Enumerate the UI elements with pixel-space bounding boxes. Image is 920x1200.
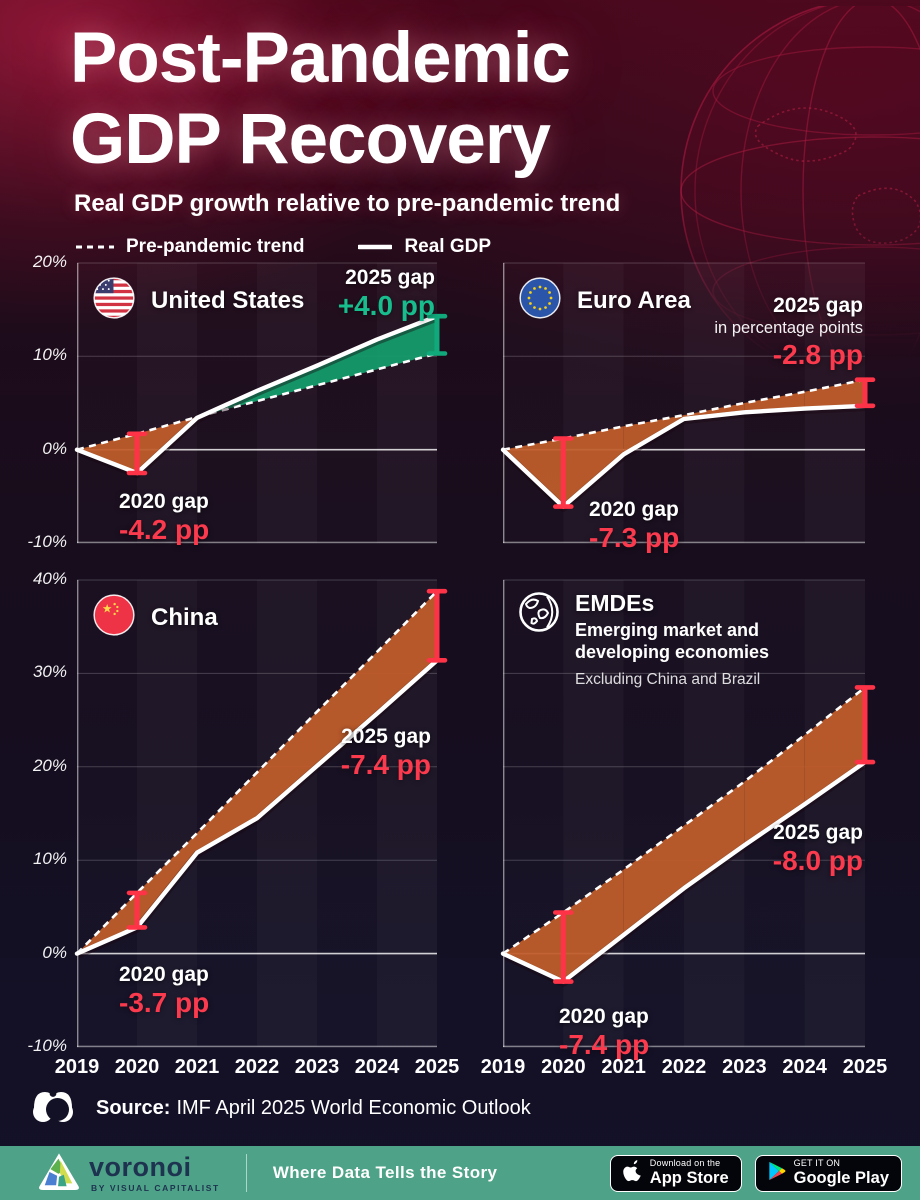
app-store-badge[interactable]: Download on the App Store [609, 1154, 742, 1192]
x-tick-label: 2023 [294, 1056, 340, 1078]
footer-tagline: Where Data Tells the Story [272, 1163, 498, 1182]
us-flag-icon [93, 277, 135, 324]
y-tick-label: 10% [32, 849, 67, 869]
x-tick-label: 2019 [54, 1056, 100, 1078]
emdes-gap-2020-annotation: 2020 gap -7.4 pp [559, 1005, 650, 1060]
legend-trend-label: Pre-pandemic trend [126, 236, 305, 257]
china-gap-2020-annotation: 2020 gap -3.7 pp [119, 963, 210, 1018]
page-subtitle: Real GDP growth relative to pre-pandemic… [74, 190, 621, 217]
us-chart-header: United States [93, 277, 304, 324]
y-tick-label: 20% [32, 252, 67, 271]
y-tick-label: 10% [32, 345, 67, 365]
euro-chart-plot [500, 262, 876, 544]
chart-panel-china: China 2025 gap -7.4 pp 2020 gap -3.7 pp … [27, 569, 459, 1078]
x-tick-label: 2021 [601, 1056, 646, 1078]
x-tick-label: 2023 [722, 1056, 767, 1078]
page-title: Post-Pandemic GDP Recovery [70, 18, 571, 180]
source-text: Source: IMF April 2025 World Economic Out… [96, 1097, 531, 1120]
euro-gap-2025-annotation: 2025 gap in percentage points -2.8 pp [714, 294, 863, 370]
voronoi-brand: voronoi BY VISUAL CAPITALIST [38, 1152, 220, 1195]
china-flag-icon [93, 594, 135, 641]
x-tick-label: 2024 [782, 1056, 827, 1078]
dashed-line-sample-icon [76, 245, 114, 249]
x-tick-label: 2022 [234, 1056, 280, 1078]
eu-flag-icon [519, 277, 561, 324]
source-row: Source: IMF April 2025 World Economic Out… [28, 1082, 531, 1135]
euro-chart-header: Euro Area [519, 277, 691, 324]
emdes-chart-plot [500, 579, 876, 1048]
legend: Pre-pandemic trend Real GDP [76, 236, 491, 258]
x-tick-label: 2021 [174, 1056, 220, 1078]
us-chart-plot [74, 262, 448, 544]
voronoi-wordmark: voronoi BY VISUAL CAPITALIST [89, 1151, 220, 1193]
footer-bar: voronoi BY VISUAL CAPITALIST Where Data … [0, 1146, 920, 1200]
x-tick-label: 2020 [541, 1056, 586, 1078]
emdes-gap-2025-annotation: 2025 gap -8.0 pp [772, 821, 863, 876]
chart-panel-united-states: United States 2025 gap +4.0 pp 2020 gap … [27, 252, 448, 551]
chart-panel-euro-area: Euro Area 2025 gap in percentage points … [500, 262, 876, 553]
x-tick-label: 2025 [414, 1056, 460, 1078]
emdes-chart-header: EMDEs Emerging market and developing eco… [517, 590, 769, 689]
x-tick-label: 2020 [114, 1056, 160, 1078]
y-tick-label: 30% [32, 662, 67, 682]
emdes-chart-title: EMDEs [575, 590, 655, 616]
x-tick-label: 2025 [842, 1056, 888, 1078]
apple-logo-icon [623, 1159, 642, 1187]
china-gap-2025-annotation: 2025 gap -7.4 pp [340, 725, 431, 780]
visual-capitalist-logo-icon [28, 1082, 78, 1135]
google-play-logo-icon [768, 1161, 786, 1186]
emdes-subtitle: Emerging market and developing economies [575, 620, 770, 662]
emdes-header-text: EMDEs Emerging market and developing eco… [575, 590, 769, 689]
google-play-badge-text: GET IT ON Google Play [793, 1158, 889, 1188]
us-gap-2025-annotation: 2025 gap +4.0 pp [337, 266, 435, 321]
globe-icon [517, 590, 561, 639]
x-tick-label: 2024 [354, 1056, 400, 1078]
footer-divider [245, 1154, 247, 1192]
y-tick-label: -10% [27, 532, 67, 551]
china-chart-plot [74, 579, 448, 1048]
title-line-2: GDP Recovery [70, 100, 551, 179]
y-tick-label: 20% [32, 755, 67, 775]
title-line-1: Post-Pandemic [70, 19, 571, 98]
china-chart-title: China [151, 603, 218, 631]
china-chart-header: China [93, 594, 218, 641]
legend-real-label: Real GDP [404, 236, 492, 257]
x-tick-label: 2022 [661, 1056, 707, 1078]
solid-line-sample-icon [358, 244, 393, 250]
y-tick-label: 40% [32, 569, 67, 588]
store-badges: Download on the App Store GET IT ON Goog… [609, 1154, 902, 1192]
euro-chart-title: Euro Area [577, 286, 691, 314]
source-value: IMF April 2025 World Economic Outlook [176, 1097, 531, 1119]
y-tick-label: -10% [27, 1036, 67, 1055]
euro-gap-2020-annotation: 2020 gap -7.3 pp [589, 498, 680, 553]
voronoi-logo-icon [38, 1152, 80, 1195]
app-store-badge-text: Download on the App Store [649, 1158, 729, 1188]
y-tick-label: 0% [42, 438, 67, 458]
google-play-badge[interactable]: GET IT ON Google Play [754, 1154, 902, 1192]
chart-panel-emdes: EMDEs Emerging market and developing eco… [481, 579, 887, 1078]
emdes-note: Excluding China and Brazil [575, 671, 761, 688]
x-tick-label: 2019 [480, 1056, 526, 1078]
us-chart-title: United States [151, 286, 305, 314]
y-tick-label: 0% [42, 942, 67, 962]
us-gap-2020-annotation: 2020 gap -4.2 pp [119, 490, 210, 545]
source-label: Source: [96, 1097, 171, 1119]
